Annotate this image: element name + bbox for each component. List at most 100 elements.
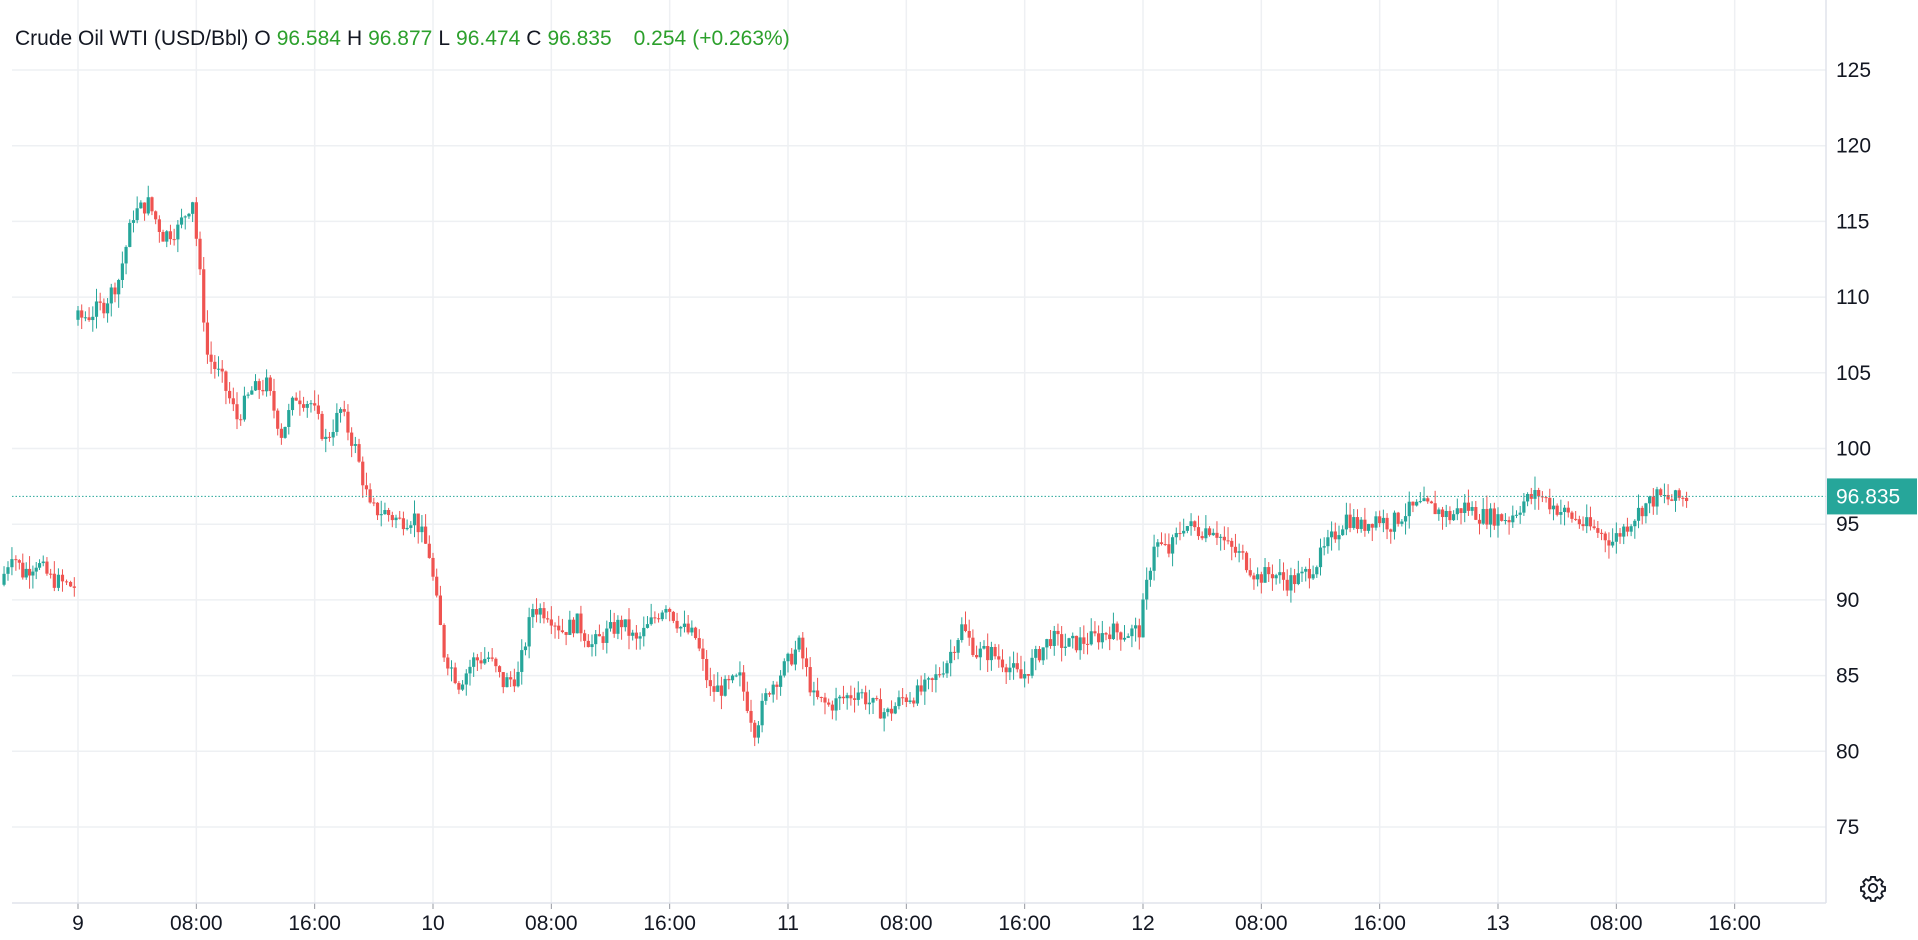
candle-body [1422,498,1426,502]
candle [671,610,675,624]
candle [1026,673,1030,684]
candle-body [734,675,738,677]
candle [982,640,986,650]
candle [279,423,283,445]
candle [490,648,494,662]
candle [364,472,369,496]
candle [952,646,957,661]
candle [974,645,979,659]
candle-body [960,624,964,641]
candle [45,557,49,576]
candle-body [1452,514,1456,521]
candle-body [309,403,313,405]
candle-body [27,568,32,576]
candle [1551,498,1556,521]
candle-body [446,657,450,669]
candle [120,251,124,289]
candle [616,615,620,640]
candle [1566,501,1570,518]
candle-body [257,381,261,390]
candle-body [1363,519,1367,531]
candle [102,298,106,319]
candle [1274,573,1278,585]
candle-body [1548,497,1552,510]
candle [191,201,195,223]
candle [139,200,143,209]
candle-body [457,683,461,690]
candle [87,307,91,322]
candle-body [1307,568,1312,579]
candle [601,631,605,650]
candle-body [1503,520,1507,522]
candle [1655,486,1659,515]
candle [1170,534,1175,567]
candle-body [856,692,860,700]
candle-body [490,657,494,659]
candle [1248,558,1252,578]
candle [1211,528,1215,536]
candle [261,379,265,396]
candle-body [1082,637,1086,644]
candle-body [575,613,579,634]
candle [1559,499,1563,525]
candle-body [24,568,28,578]
candle [1622,523,1626,545]
candle [1474,500,1478,521]
candle-body [560,630,565,633]
candle [775,681,779,700]
candle-body [1185,526,1189,531]
candle [457,681,461,695]
candle-body [1008,667,1012,673]
candle [827,698,831,707]
candle [938,667,942,678]
candle [1355,509,1360,534]
candle [1182,518,1186,537]
candle-body [202,269,206,323]
candle [1281,562,1286,591]
candle [793,640,797,671]
candle-body [815,690,820,697]
candle-body [845,695,849,699]
candle [568,610,572,636]
candle [926,676,931,690]
candle-body [1182,530,1186,534]
change-value: 0.254 [633,27,687,50]
candle [1459,508,1463,525]
candle-body [705,659,709,681]
candle-body [1056,630,1060,635]
candle [571,617,576,638]
candle-body [682,623,687,627]
low-value: 96.474 [456,27,521,50]
candle-body [401,518,406,530]
candle [69,580,73,588]
candle [449,660,454,682]
candle-body [1071,635,1075,639]
candle [1278,559,1282,584]
candle [1137,618,1141,650]
candle-body [1252,575,1256,580]
candle [353,436,357,454]
candle-body [989,647,993,661]
candle [41,555,45,567]
candle [1074,635,1079,653]
candle-body [1119,632,1123,640]
candle [542,602,546,624]
candle [638,632,642,650]
candle-body [1596,528,1600,533]
candle-body [549,619,553,626]
candle-body [1640,507,1644,517]
candle [1185,525,1189,534]
candle-body [1326,537,1330,547]
gear-icon[interactable] [1859,874,1887,902]
candle-body [623,619,627,628]
candle-body [324,436,328,439]
candle [1344,502,1348,536]
candle-body [168,231,173,240]
candle-body [1611,541,1615,546]
candle-body [1244,552,1249,571]
candle-body [897,697,901,707]
candle-body [1174,533,1178,538]
candle-body [553,625,557,627]
candle-body [934,674,938,681]
